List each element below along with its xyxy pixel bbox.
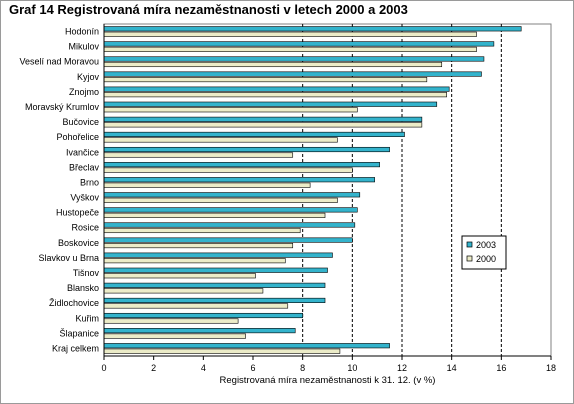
bar-2003 bbox=[103, 222, 356, 228]
category-label: Šlapanice bbox=[59, 328, 99, 338]
bar-2000 bbox=[103, 167, 353, 173]
bar-2003 bbox=[103, 177, 375, 183]
bar-2003 bbox=[103, 237, 353, 243]
bar-2003 bbox=[103, 207, 358, 213]
category-label: Hustopeče bbox=[56, 208, 99, 218]
category-label: Blansko bbox=[67, 283, 99, 293]
bar-2000 bbox=[103, 61, 443, 68]
x-tick-label: 4 bbox=[201, 363, 206, 373]
category-label: Hodonín bbox=[65, 27, 99, 37]
x-axis-label: Registrovaná míra nezaměstnanosti k 31. … bbox=[220, 375, 436, 386]
bar-2000 bbox=[103, 243, 294, 249]
bar-2003 bbox=[103, 328, 296, 334]
category-label: Slavkov u Brna bbox=[38, 253, 99, 263]
bar-2000 bbox=[103, 92, 448, 98]
bar-2000 bbox=[103, 303, 289, 309]
x-tick-label: 10 bbox=[347, 363, 357, 373]
bar-2000 bbox=[103, 122, 423, 128]
bar-2003 bbox=[103, 282, 326, 288]
category-label: Moravský Krumlov bbox=[25, 102, 100, 112]
category-label: Židlochovice bbox=[49, 298, 99, 308]
bar-2003 bbox=[103, 101, 438, 107]
bar-2003 bbox=[103, 297, 326, 303]
bar-2003 bbox=[103, 116, 423, 122]
bar-2000 bbox=[103, 77, 428, 83]
bar-2000 bbox=[103, 227, 301, 234]
bar-2000 bbox=[103, 288, 264, 294]
bar-2000 bbox=[103, 212, 326, 218]
bar-2003 bbox=[103, 41, 495, 47]
bar-2003 bbox=[103, 267, 328, 273]
category-label: Bučovice bbox=[62, 117, 99, 127]
category-label: Tišnov bbox=[73, 268, 100, 278]
bar-2000 bbox=[103, 348, 341, 354]
chart-title: Graf 14 Registrovaná míra nezaměstnanost… bbox=[9, 2, 408, 17]
bar-2003 bbox=[103, 162, 380, 168]
x-tick-label: 0 bbox=[101, 363, 106, 373]
bar-2000 bbox=[103, 197, 338, 203]
bar-2000 bbox=[103, 46, 477, 52]
bar-2000 bbox=[103, 31, 477, 37]
bar-2000 bbox=[103, 107, 358, 113]
bar-2000 bbox=[103, 273, 256, 279]
category-label: Kuřim bbox=[75, 313, 99, 323]
category-label: Mikulov bbox=[68, 42, 99, 52]
bar-2003 bbox=[103, 26, 522, 32]
bar-2000 bbox=[103, 333, 246, 339]
bar-2003 bbox=[103, 192, 361, 198]
bar-2000 bbox=[103, 182, 311, 188]
bar-2000 bbox=[103, 258, 286, 264]
category-label: Kraj celkem bbox=[52, 343, 99, 353]
category-label: Rosice bbox=[71, 223, 99, 233]
category-label: Kyjov bbox=[77, 72, 100, 82]
category-label: Pohořelice bbox=[56, 132, 99, 142]
bar-2003 bbox=[103, 71, 482, 77]
bar-2003 bbox=[103, 131, 405, 137]
x-tick-label: 12 bbox=[397, 363, 407, 373]
category-label: Ivančice bbox=[66, 147, 99, 157]
legend-label: 2000 bbox=[476, 254, 496, 264]
x-tick-label: 14 bbox=[447, 363, 457, 373]
bar-2003 bbox=[103, 252, 333, 258]
bar-2003 bbox=[103, 312, 303, 319]
x-tick-label: 6 bbox=[250, 363, 255, 373]
legend-swatch bbox=[466, 255, 473, 262]
category-label: Znojmo bbox=[69, 87, 99, 97]
bar-2003 bbox=[103, 86, 450, 92]
x-tick-label: 8 bbox=[300, 363, 305, 373]
bar-2003 bbox=[103, 343, 390, 349]
x-tick-label: 16 bbox=[496, 363, 506, 373]
legend bbox=[461, 235, 507, 270]
category-label: Veselí nad Moravou bbox=[19, 57, 99, 67]
bar-2003 bbox=[103, 56, 485, 62]
legend-label: 2003 bbox=[476, 240, 496, 250]
bar-2000 bbox=[103, 318, 239, 324]
category-label: Boskovice bbox=[58, 238, 99, 248]
bar-2003 bbox=[103, 146, 390, 153]
category-label: Vyškov bbox=[70, 193, 99, 203]
category-label: Brno bbox=[80, 177, 99, 187]
x-tick-label: 2 bbox=[151, 363, 156, 373]
bar-2000 bbox=[103, 152, 294, 158]
legend-swatch bbox=[466, 241, 473, 248]
bar-2000 bbox=[103, 137, 338, 143]
x-tick-label: 18 bbox=[546, 363, 556, 373]
category-label: Břeclav bbox=[69, 162, 100, 172]
